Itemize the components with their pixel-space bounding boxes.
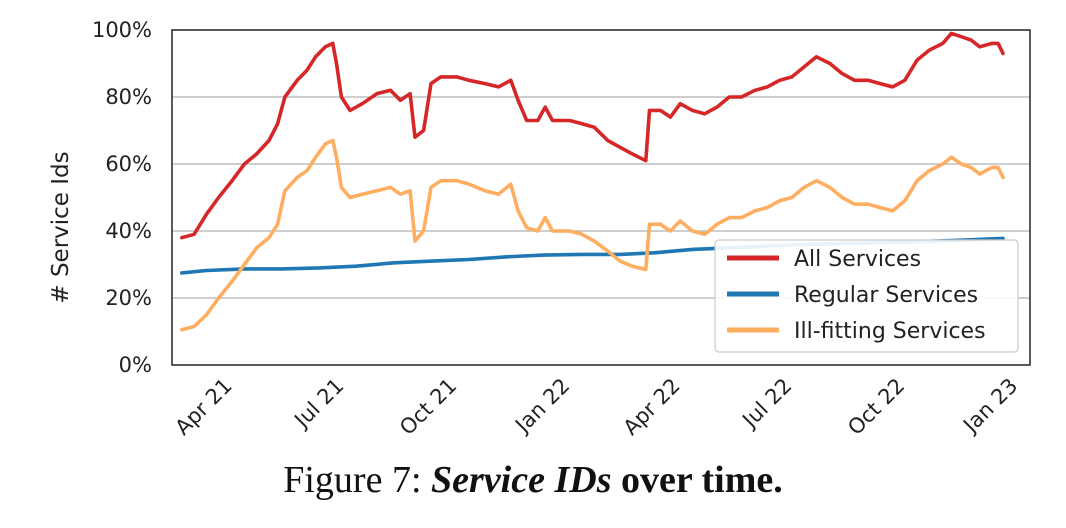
series-line-all-services: [180, 31, 1005, 240]
x-tick-label: Jan 23: [957, 374, 1022, 439]
x-tick-label: Apr 22: [619, 374, 685, 440]
x-tick-label: Jan 22: [509, 374, 574, 439]
x-tick-label: Oct 22: [843, 374, 909, 440]
x-tick-label: Apr 21: [170, 374, 236, 440]
legend: All Services Regular Services Ill-fitting …: [714, 239, 1019, 353]
legend-box: [714, 239, 1019, 353]
y-tick-label: 60%: [105, 152, 152, 176]
legend-label: Ill-fitting Services: [794, 319, 986, 344]
legend-label: All Services: [794, 247, 921, 272]
y-tick-label: 80%: [105, 85, 152, 109]
plot-frame: [171, 29, 1031, 366]
caption-suffix: over time.: [611, 459, 783, 501]
x-tick-label: Jul 21: [289, 374, 349, 434]
y-tick-label: 20%: [105, 286, 152, 310]
x-tick-label: Jul 22: [737, 374, 797, 434]
y-tick-label: 0%: [119, 353, 152, 377]
y-tick-label: 40%: [105, 219, 152, 243]
figure-caption: Figure 7: Service IDs over time.: [0, 458, 1066, 502]
x-tick-label: Oct 21: [395, 374, 461, 440]
legend-label: Regular Services: [794, 283, 978, 308]
caption-emphasis: Service IDs: [431, 459, 612, 501]
y-axis-title: # Service Ids: [48, 151, 74, 303]
y-axis: 0% 20% 40% 60% 80% 100%: [92, 18, 152, 377]
y-tick-label: 100%: [92, 18, 152, 42]
series-line-ill-fitting-services: [180, 138, 1005, 332]
caption-prefix: Figure 7:: [283, 459, 432, 501]
x-axis: Apr 21 Jul 21 Oct 21 Jan 22 Apr 22 Jul 22 Oct …: [170, 374, 1022, 440]
